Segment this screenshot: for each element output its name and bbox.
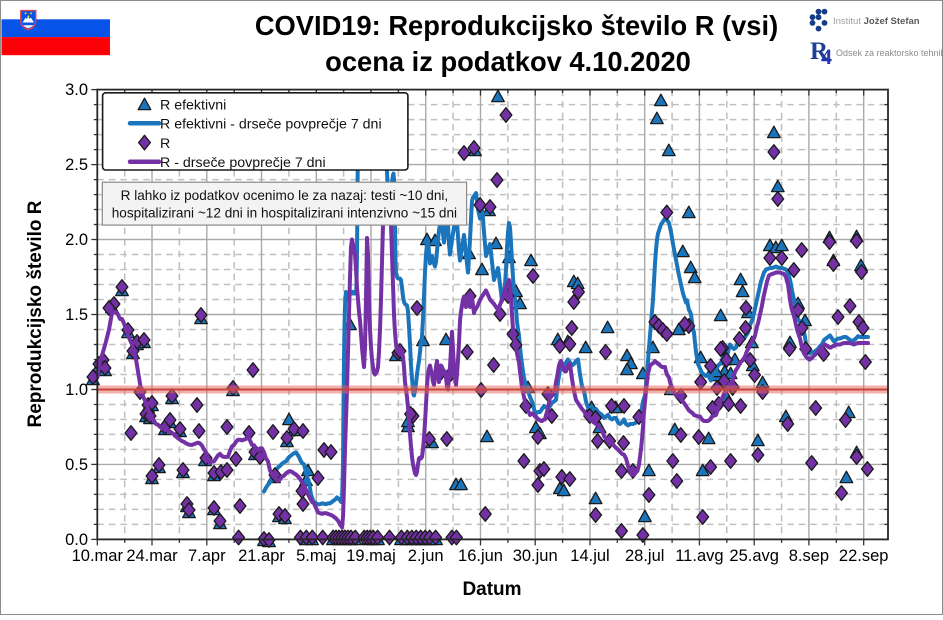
svg-text:Odsek za reaktorsko tehniko: Odsek za reaktorsko tehniko	[836, 48, 943, 58]
svg-text:Reprodukcijsko število R: Reprodukcijsko število R	[25, 200, 46, 427]
svg-text:14.jul: 14.jul	[570, 547, 609, 565]
svg-text:R efektivni: R efektivni	[160, 97, 226, 113]
svg-text:0.5: 0.5	[65, 456, 88, 474]
svg-text:ocena iz podatkov 4.10.2020: ocena iz podatkov 4.10.2020	[325, 46, 691, 77]
svg-text:4: 4	[821, 44, 832, 69]
svg-text:28.jul: 28.jul	[625, 547, 664, 565]
svg-text:11.avg: 11.avg	[675, 547, 723, 565]
svg-text:25.avg: 25.avg	[729, 547, 779, 565]
svg-text:2.0: 2.0	[65, 231, 88, 249]
svg-text:1.0: 1.0	[65, 381, 88, 399]
svg-text:10.mar: 10.mar	[72, 547, 124, 565]
svg-text:2.jun: 2.jun	[408, 547, 444, 565]
svg-text:R - drseče povprečje 7 dni: R - drseče povprečje 7 dni	[160, 155, 326, 171]
svg-text:22.sep: 22.sep	[839, 547, 889, 565]
svg-text:30.jun: 30.jun	[513, 547, 558, 565]
svg-text:R lahko iz podatkov ocenimo le: R lahko iz podatkov ocenimo le za nazaj:…	[121, 188, 449, 203]
svg-text:8.sep: 8.sep	[789, 547, 829, 565]
svg-text:R: R	[160, 136, 170, 152]
svg-text:5.maj: 5.maj	[296, 547, 336, 565]
svg-text:16.jun: 16.jun	[458, 547, 503, 565]
svg-text:hospitalizirani ~12 dni in hos: hospitalizirani ~12 dni in hospitalizira…	[112, 205, 457, 220]
svg-text:7.apr: 7.apr	[188, 547, 226, 565]
svg-text:3.0: 3.0	[65, 81, 88, 99]
svg-text:Datum: Datum	[462, 579, 521, 600]
svg-text:Institut Jožef Stefan: Institut Jožef Stefan	[833, 16, 920, 27]
svg-text:COVID19: Reprodukcijsko števil: COVID19: Reprodukcijsko število R (vsi)	[255, 10, 778, 41]
svg-text:2.5: 2.5	[65, 156, 88, 174]
svg-text:19.maj: 19.maj	[346, 547, 396, 565]
svg-text:24.mar: 24.mar	[126, 547, 178, 565]
svg-text:R efektivni - drseče povprečje: R efektivni - drseče povprečje 7 dni	[160, 117, 382, 133]
svg-text:1.5: 1.5	[65, 306, 88, 324]
svg-text:21.apr: 21.apr	[238, 547, 285, 565]
svg-text:R: R	[810, 38, 829, 65]
svg-text:0.0: 0.0	[65, 531, 88, 549]
